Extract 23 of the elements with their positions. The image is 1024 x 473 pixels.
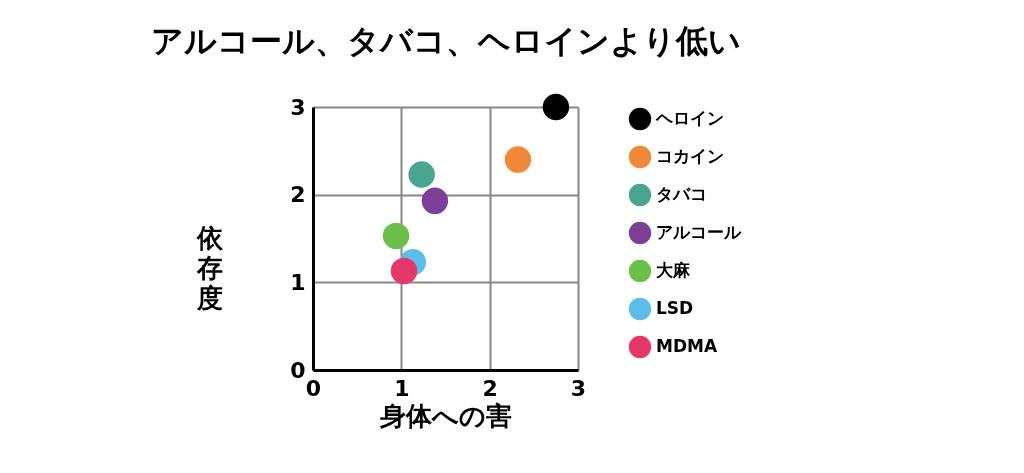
x-tick-label: 2 — [482, 375, 498, 401]
y-tick-label: 3 — [290, 94, 306, 120]
legend-label: タバコ — [656, 184, 707, 204]
point — [382, 222, 410, 250]
y-axis-title: 依存度 — [196, 223, 225, 313]
legend-label: 大麻 — [656, 260, 691, 280]
x-tick-label: 1 — [394, 375, 410, 401]
point — [542, 93, 570, 121]
legend-label: MDMA — [656, 336, 718, 356]
point — [504, 146, 532, 173]
point — [390, 257, 418, 285]
legend-label: LSD — [656, 298, 694, 318]
legend-label: アルコール — [656, 222, 742, 242]
point — [421, 187, 449, 215]
y-tick-label: 1 — [290, 269, 306, 295]
y-tick-label: 2 — [290, 182, 306, 208]
legend-label: コカイン — [656, 146, 724, 166]
legend-label: ヘロイン — [655, 108, 724, 128]
chart-title: アルコール、タバコ、ヘロインより低い — [150, 21, 741, 60]
x-axis-title: 身体への害 — [379, 400, 512, 431]
x-tick-label: 3 — [570, 375, 587, 401]
y-tick-label: 0 — [290, 357, 306, 383]
point — [408, 161, 435, 188]
